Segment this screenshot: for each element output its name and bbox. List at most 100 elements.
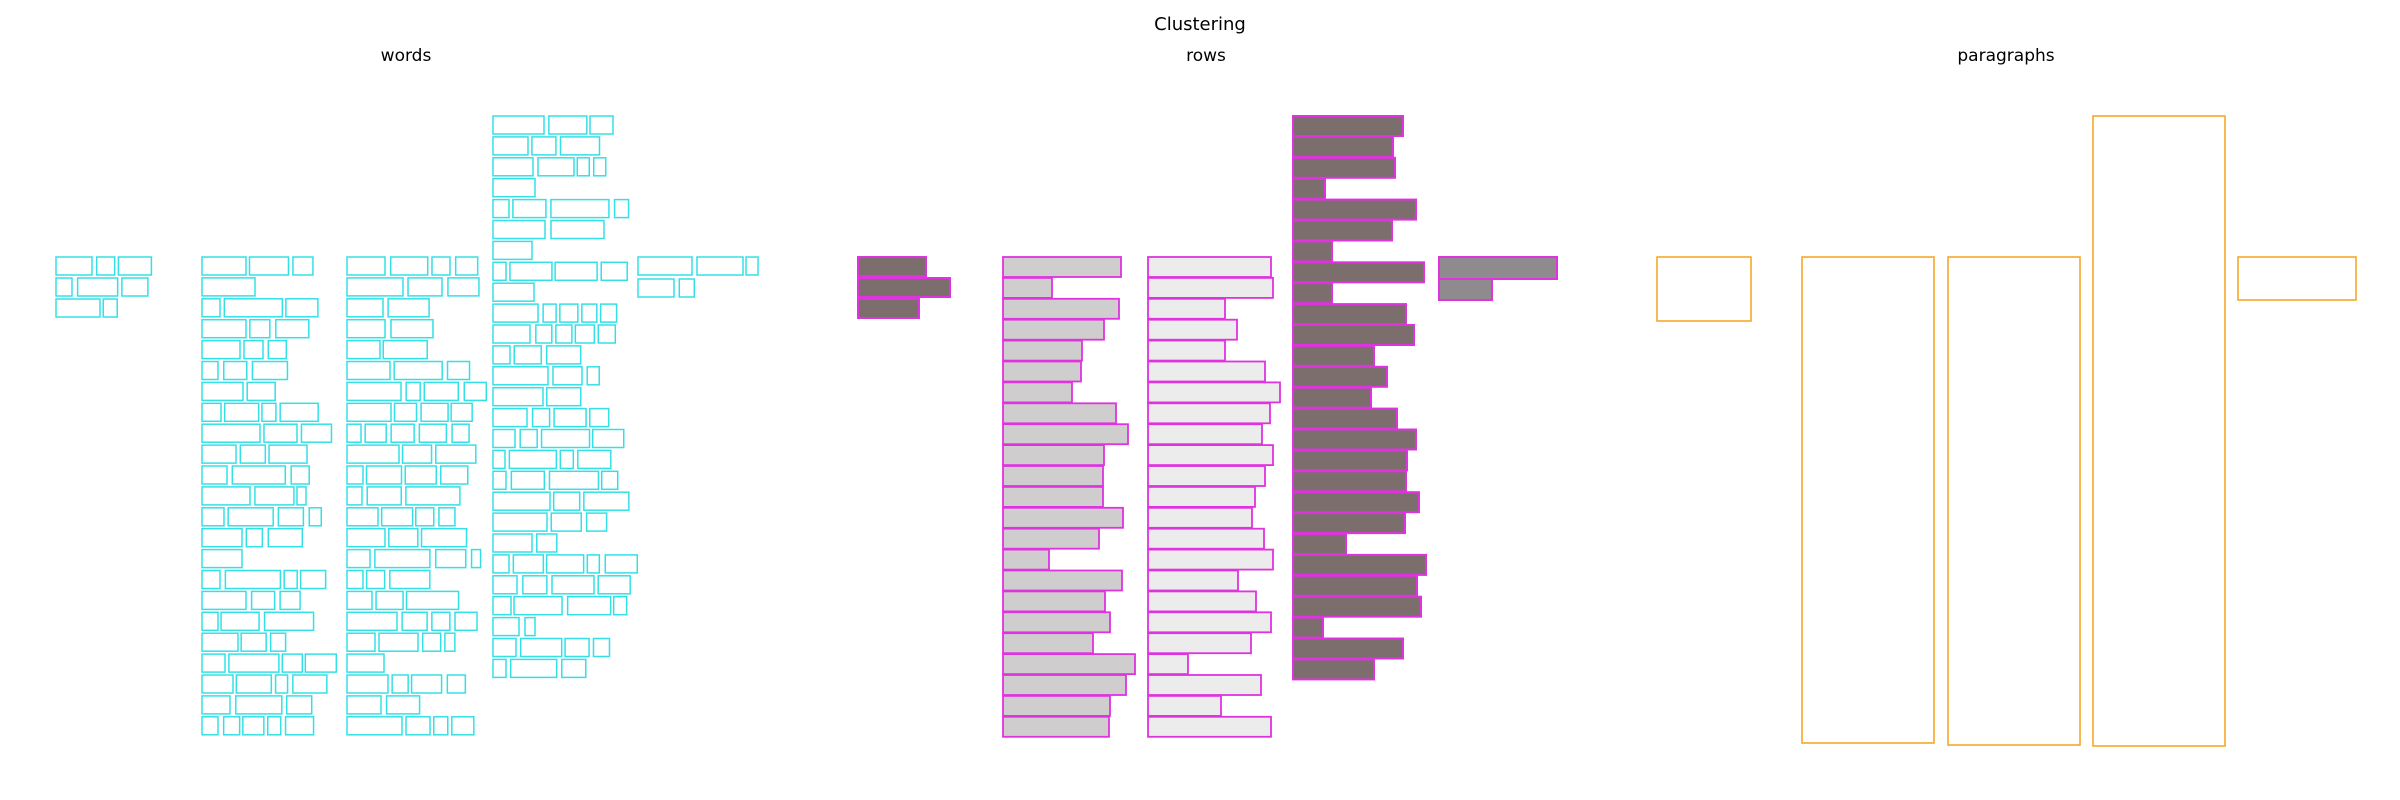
word-box [346, 590, 373, 611]
row-box [1292, 177, 1326, 200]
row-box [1292, 428, 1417, 451]
row-box [1292, 574, 1418, 597]
row-box [1292, 198, 1417, 221]
word-box [552, 366, 583, 386]
row-box [1292, 156, 1396, 179]
row-box [1292, 135, 1394, 158]
word-box [375, 590, 404, 611]
word-box [586, 366, 600, 386]
word-box [561, 658, 587, 679]
word-box [492, 282, 535, 302]
word-box [235, 695, 283, 715]
word-box [545, 554, 585, 574]
word-box [389, 256, 429, 276]
row-box [1147, 611, 1272, 634]
word-box [566, 595, 612, 616]
word-box [382, 339, 428, 360]
word-box [492, 637, 517, 658]
word-box [121, 277, 149, 297]
word-box [536, 533, 558, 553]
row-box [1438, 256, 1558, 280]
word-box [577, 449, 612, 470]
word-box [405, 716, 431, 736]
word-box [492, 554, 510, 574]
word-box [299, 569, 327, 590]
word-box [574, 324, 596, 344]
word-box [284, 716, 315, 736]
word-box [223, 360, 248, 381]
word-box [261, 402, 277, 423]
word-box [537, 157, 575, 177]
word-box [423, 381, 460, 402]
word-box [492, 366, 549, 386]
word-box [364, 423, 387, 443]
word-box [512, 198, 547, 219]
word-box [492, 115, 545, 135]
row-box [1147, 527, 1265, 550]
word-box [365, 569, 386, 590]
word-box [201, 548, 243, 569]
word-box [201, 611, 219, 632]
paragraphs-panel [1656, 115, 2357, 747]
word-box [492, 658, 507, 679]
word-box [393, 402, 418, 423]
word-box [554, 261, 598, 282]
word-box [346, 653, 385, 673]
word-box [420, 527, 468, 548]
word-box [388, 527, 419, 548]
paragraph-box [1656, 256, 1752, 322]
row-box [1292, 240, 1333, 263]
row-box [1292, 344, 1375, 367]
word-box [552, 491, 581, 511]
word-box [390, 423, 415, 443]
row-box [1147, 653, 1189, 675]
word-box [201, 527, 243, 548]
word-box [548, 470, 600, 491]
word-box [249, 318, 271, 339]
word-box [346, 277, 404, 297]
word-box [440, 465, 469, 485]
word-box [492, 449, 506, 470]
word-box [592, 157, 607, 177]
row-box [1002, 297, 1120, 320]
word-box [201, 318, 247, 339]
word-box [346, 548, 371, 569]
word-box [492, 533, 533, 553]
row-box [1002, 653, 1136, 675]
row-box [1292, 407, 1398, 430]
word-box [243, 339, 264, 360]
row-box [1292, 324, 1415, 346]
word-box [599, 303, 618, 323]
row-box [1292, 658, 1375, 681]
word-box [389, 569, 431, 590]
word-box [346, 339, 381, 360]
word-box [201, 569, 221, 590]
word-box [201, 716, 219, 736]
word-box [492, 470, 507, 491]
word-box [201, 674, 234, 694]
word-box [346, 444, 400, 464]
word-box [470, 548, 482, 569]
row-box [1292, 219, 1393, 242]
word-box [242, 716, 265, 736]
word-box [246, 381, 276, 402]
word-box [300, 423, 333, 443]
row-box [1292, 616, 1324, 639]
panel-title-rows: rows [1186, 46, 1226, 66]
word-box [224, 569, 282, 590]
row-box [1147, 548, 1274, 571]
word-box [492, 616, 520, 637]
row-box [1002, 444, 1105, 467]
word-box [346, 360, 391, 381]
word-box [510, 470, 546, 491]
word-box [405, 486, 461, 506]
word-box [387, 298, 430, 318]
word-box [546, 386, 582, 407]
word-box [559, 136, 601, 156]
word-box [401, 611, 428, 632]
word-box [95, 256, 116, 276]
word-box [597, 575, 631, 595]
word-box [604, 554, 639, 574]
word-box [283, 569, 298, 590]
word-box [454, 256, 479, 276]
